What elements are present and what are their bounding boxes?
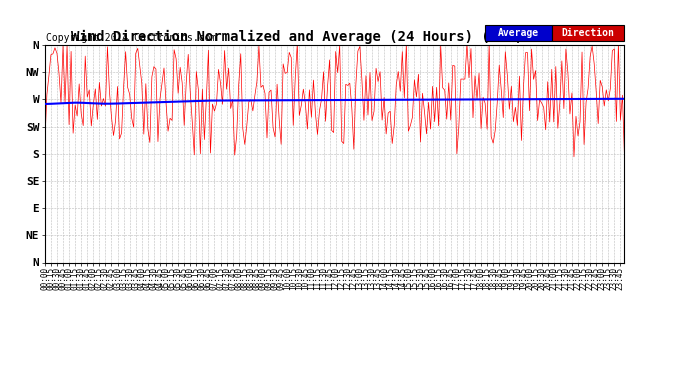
Title: Wind Direction Normalized and Average (24 Hours) (New) 20141117: Wind Direction Normalized and Average (2… xyxy=(71,30,598,44)
Text: Direction: Direction xyxy=(562,28,615,38)
Text: Average: Average xyxy=(498,28,540,38)
FancyBboxPatch shape xyxy=(552,26,624,40)
FancyBboxPatch shape xyxy=(485,26,552,40)
Text: Copyright 2014 Cartronics.com: Copyright 2014 Cartronics.com xyxy=(46,33,217,43)
